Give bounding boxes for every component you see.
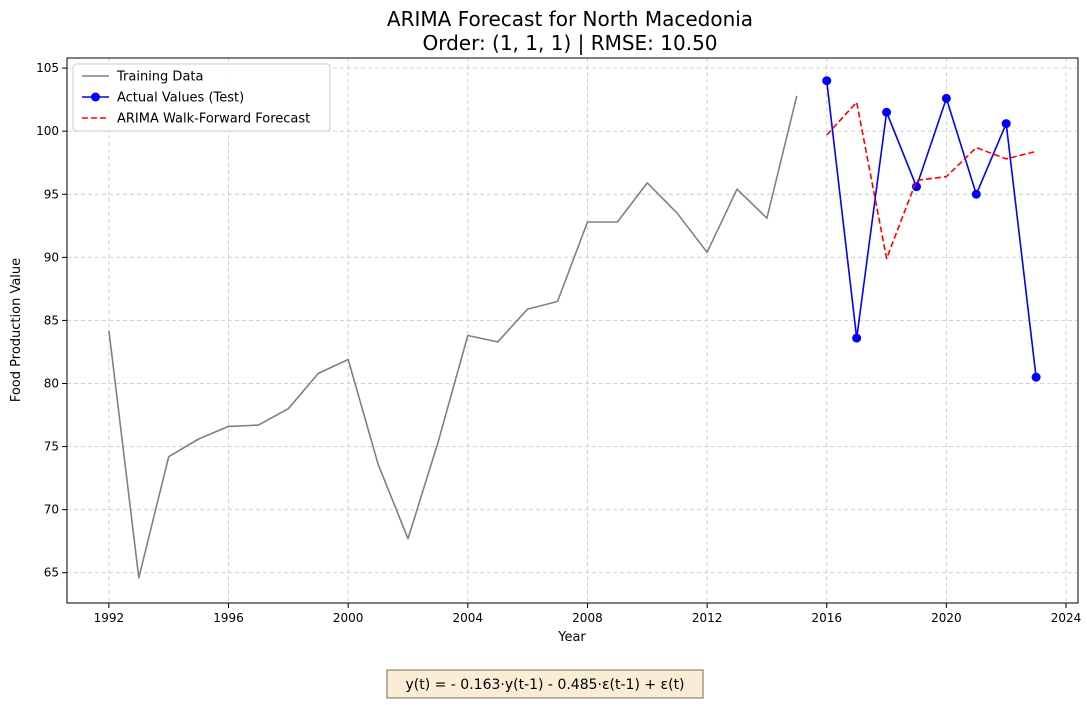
equation-background (386, 669, 704, 699)
y-tick-label: 75 (44, 440, 59, 454)
data-point (1031, 372, 1041, 382)
legend-label: ARIMA Walk-Forward Forecast (117, 112, 310, 127)
x-tick-label: 1996 (213, 611, 244, 625)
data-point (941, 93, 951, 103)
legend: Training Data Actual Values (Test) ARIMA W… (72, 63, 331, 132)
legend-marker (91, 92, 100, 102)
x-tick-label: 2000 (333, 611, 364, 625)
y-tick-label: 80 (44, 376, 59, 390)
data-point (882, 107, 892, 117)
y-tick-label: 95 (44, 187, 59, 201)
series-line-1 (825, 80, 1037, 378)
y-tick-label: 105 (36, 61, 59, 75)
y-tick-label: 100 (36, 124, 59, 138)
series-layer (108, 76, 1041, 579)
y-tick-label: 85 (44, 313, 59, 327)
grid-layer (67, 58, 1078, 603)
series-line-2 (826, 101, 1037, 260)
y-tick-label: 70 (44, 503, 59, 517)
equation-box: y(t) = - 0.163·y(t-1) - 0.485·ε(t-1) + ε… (386, 669, 704, 699)
x-tick-label: 2020 (931, 611, 962, 625)
chart-subtitle: Order: (1, 1, 1) | RMSE: 10.50 (422, 31, 717, 55)
x-tick-label: 2024 (1051, 611, 1082, 625)
series-line-0 (108, 95, 798, 579)
legend-frame (72, 63, 331, 132)
y-tick-label: 65 (44, 566, 59, 580)
y-axis-label: Food Production Value (9, 258, 24, 402)
data-point (1001, 119, 1011, 129)
x-tick-label: 2008 (572, 611, 603, 625)
axes-layer: 1992 1996 2000 2004 2008 2012 2016 2020 2024 65 70… (36, 61, 1081, 625)
data-point (822, 76, 832, 86)
x-tick-label: 2016 (811, 611, 842, 625)
x-axis-label: Year (557, 630, 586, 645)
x-tick-label: 2004 (453, 611, 484, 625)
chart-title: ARIMA Forecast for North Macedonia (387, 7, 753, 31)
data-point (971, 189, 981, 199)
legend-label: Training Data (116, 70, 203, 85)
legend-label: Actual Values (Test) (117, 91, 244, 106)
x-tick-label: 2012 (692, 611, 723, 625)
x-tick-label: 1992 (94, 611, 125, 625)
equation-text: y(t) = - 0.163·y(t-1) - 0.485·ε(t-1) + ε… (405, 677, 684, 693)
plot-frame (66, 57, 1079, 604)
data-point (852, 333, 862, 343)
y-tick-label: 90 (44, 250, 59, 264)
